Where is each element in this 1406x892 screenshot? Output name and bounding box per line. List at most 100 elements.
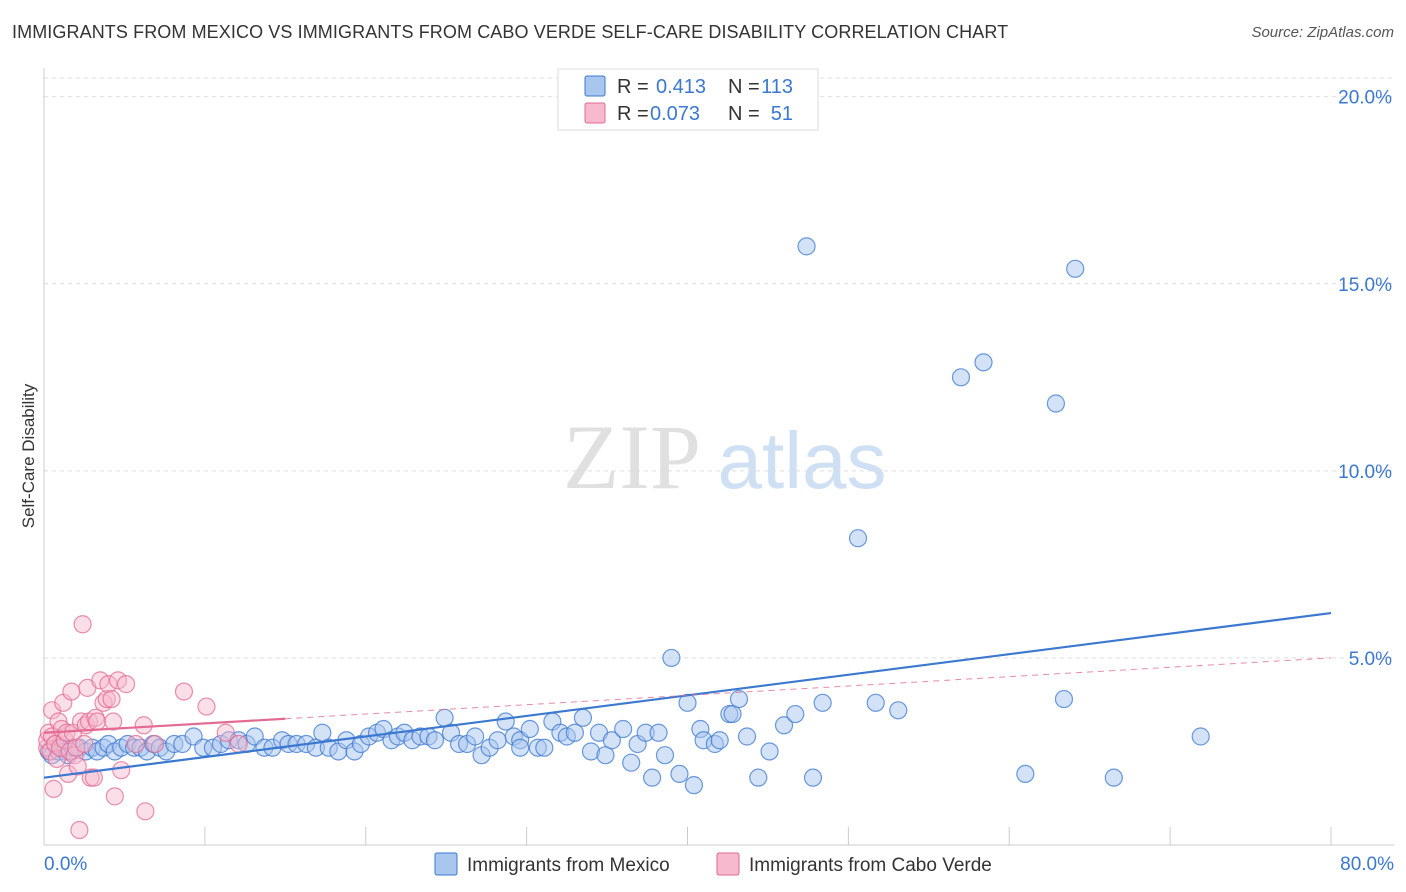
point-mexico-80 — [622, 753, 641, 772]
point-cabo-verde-32 — [87, 712, 107, 731]
legend-swatch-cabo-verde — [716, 852, 740, 876]
point-mexico-98 — [749, 768, 768, 787]
trend-line-cabo-verde-dashed — [285, 657, 1332, 720]
point-cabo-verde-38 — [104, 712, 123, 731]
watermark-zip: ZIP — [563, 406, 701, 508]
trend-line-cabo-verde-solid — [43, 717, 286, 734]
point-mexico-74 — [573, 708, 593, 727]
y-tick-label-10: 10.0% — [1338, 462, 1392, 483]
x-tick-label-max: 80.0% — [1340, 854, 1394, 875]
point-mexico-115 — [1191, 727, 1210, 746]
chart-source: Source: ZipAtlas.com — [1251, 24, 1394, 41]
stats-r-label-cabo-verde: R = — [617, 103, 649, 125]
point-mexico-107 — [889, 701, 908, 720]
legend-label-mexico: Immigrants from Mexico — [467, 855, 670, 876]
point-cabo-verde-37 — [102, 689, 121, 709]
point-mexico-108 — [951, 368, 971, 387]
point-cabo-verde-30 — [84, 768, 103, 787]
point-mexico-103 — [803, 768, 823, 787]
point-mexico-112 — [1054, 689, 1074, 709]
point-mexico-55 — [425, 731, 445, 750]
stats-swatch-cabo-verde — [584, 102, 606, 124]
trend-line-mexico — [43, 611, 1332, 779]
gridlines — [44, 77, 1394, 659]
point-cabo-verde-50 — [229, 734, 248, 754]
watermark-atlas: atlas — [718, 416, 887, 505]
point-mexico-78 — [602, 731, 621, 750]
point-cabo-verde-46 — [145, 734, 165, 754]
point-cabo-verde-42 — [116, 675, 136, 694]
point-mexico-96 — [729, 689, 749, 709]
legend-label-cabo-verde: Immigrants from Cabo Verde — [749, 855, 992, 876]
y-tick-label-20: 20.0% — [1338, 88, 1392, 109]
point-mexico-77 — [596, 746, 615, 765]
x-tick-label-min: 0.0% — [44, 854, 87, 875]
point-mexico-63 — [488, 731, 507, 750]
point-cabo-verde-39 — [105, 787, 124, 806]
point-mexico-67 — [520, 719, 539, 739]
point-mexico-102 — [797, 237, 816, 256]
y-axis-label: Self-Care Disability — [19, 383, 38, 528]
y-axis-tick-labels: 5.0% 10.0% 15.0% 20.0% — [1338, 88, 1392, 670]
point-cabo-verde-36 — [99, 675, 118, 694]
point-mexico-89 — [684, 776, 704, 795]
point-mexico-84 — [649, 723, 668, 742]
series-cabo-verde-points — [38, 615, 248, 840]
point-cabo-verde-48 — [197, 697, 216, 716]
x-axis-ticks — [204, 827, 1332, 845]
point-cabo-verde-6 — [44, 779, 63, 798]
point-cabo-verde-35 — [97, 689, 116, 709]
y-tick-label-15: 15.0% — [1338, 275, 1392, 296]
point-cabo-verde-47 — [174, 682, 194, 701]
series-mexico-points — [39, 237, 1210, 795]
point-cabo-verde-44 — [134, 716, 153, 735]
point-mexico-106 — [866, 693, 885, 712]
point-mexico-114 — [1104, 768, 1123, 787]
point-mexico-83 — [643, 768, 662, 787]
point-cabo-verde-17 — [62, 682, 81, 701]
point-mexico-105 — [848, 529, 868, 548]
point-mexico-100 — [774, 716, 794, 735]
y-tick-label-5: 5.0% — [1349, 649, 1392, 670]
point-cabo-verde-25 — [75, 734, 94, 754]
point-cabo-verde-24 — [73, 615, 92, 634]
stats-n-value-cabo-verde: 51 — [771, 103, 793, 125]
point-cabo-verde-45 — [136, 802, 155, 821]
stats-swatch-mexico — [584, 75, 606, 97]
point-cabo-verde-22 — [70, 820, 89, 840]
point-cabo-verde-21 — [68, 757, 87, 776]
point-mexico-116 — [511, 738, 530, 757]
point-mexico-73 — [565, 723, 584, 742]
trend-lines — [43, 611, 1332, 779]
point-cabo-verde-49 — [216, 723, 235, 742]
point-mexico-113 — [1066, 259, 1085, 278]
point-mexico-111 — [1046, 394, 1066, 413]
stats-r-label-mexico: R = — [617, 76, 649, 98]
point-mexico-97 — [737, 727, 757, 746]
point-mexico-69 — [535, 738, 554, 757]
stats-n-label-mexico: N = — [728, 76, 760, 98]
point-mexico-86 — [662, 648, 681, 668]
point-mexico-87 — [670, 764, 689, 784]
stats-n-value-mexico: 113 — [761, 76, 793, 98]
point-mexico-109 — [974, 353, 993, 372]
point-mexico-110 — [1016, 764, 1035, 784]
point-mexico-95 — [723, 704, 742, 724]
point-mexico-104 — [813, 693, 832, 712]
chart-title: IMMIGRANTS FROM MEXICO VS IMMIGRANTS FRO… — [12, 22, 1009, 42]
point-mexico-85 — [655, 746, 675, 765]
stats-r-value-mexico: 0.413 — [656, 76, 706, 98]
point-mexico-93 — [710, 731, 729, 750]
stats-box: R = 0.413 N = 113 R = 0.073 N = 51 — [557, 68, 819, 131]
point-mexico-60 — [466, 727, 485, 746]
stats-r-value-cabo-verde: 0.073 — [650, 103, 700, 125]
legend-swatch-mexico — [434, 852, 458, 876]
stats-n-label-cabo-verde: N = — [728, 103, 760, 125]
point-mexico-64 — [496, 712, 515, 731]
chart-legend: Immigrants from Mexico Immigrants from C… — [434, 852, 992, 876]
point-cabo-verde-43 — [126, 734, 145, 754]
point-mexico-79 — [614, 719, 633, 739]
point-mexico-101 — [786, 704, 805, 724]
point-cabo-verde-41 — [112, 761, 131, 780]
